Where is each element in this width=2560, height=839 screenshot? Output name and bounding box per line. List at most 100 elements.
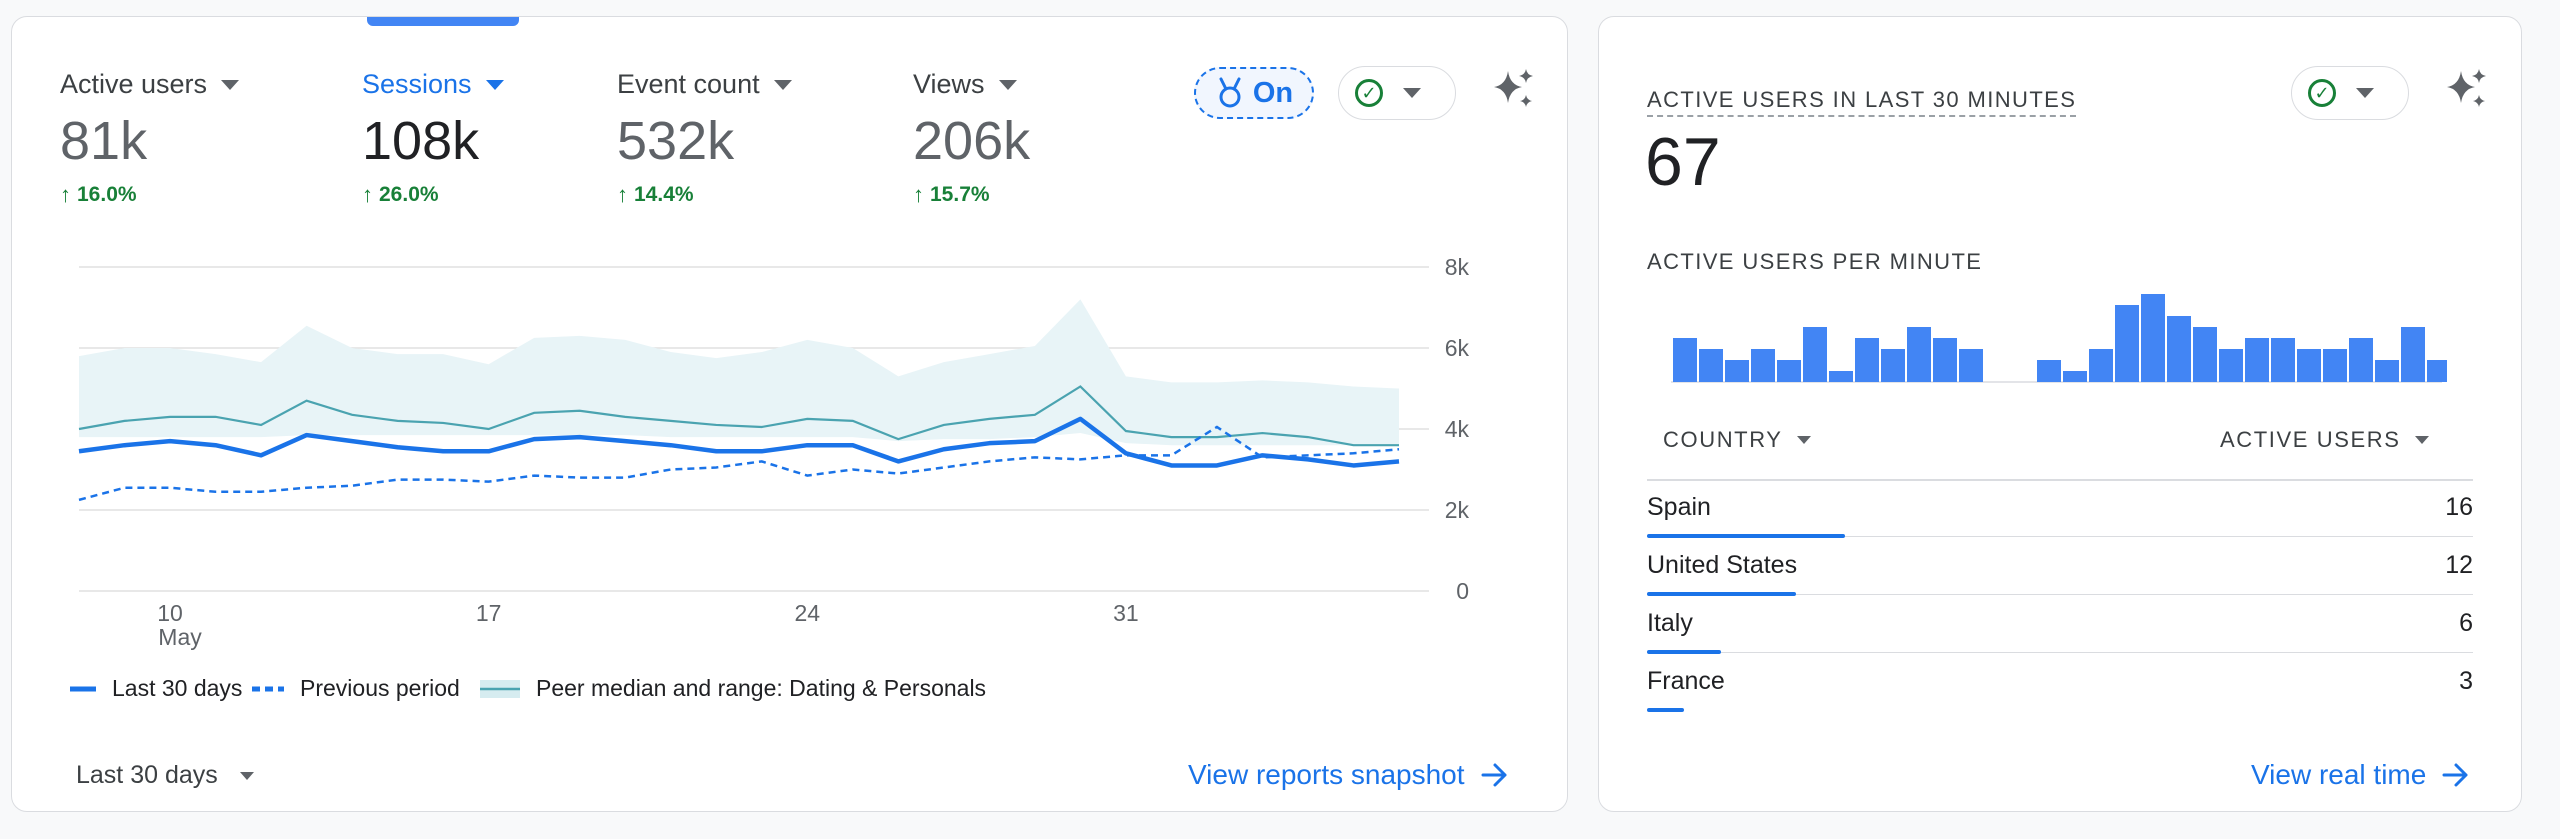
country-name: France <box>1647 667 1725 695</box>
check-circle-icon: ✓ <box>2308 79 2336 107</box>
minute-bar[interactable] <box>2375 360 2399 382</box>
caret-down-icon <box>1403 88 1421 98</box>
caret-down-icon <box>485 79 504 90</box>
minute-bar[interactable] <box>2401 327 2425 382</box>
legend-dashed-line-icon <box>252 686 284 691</box>
arrow-up-icon: ↑ <box>362 182 373 207</box>
x-tick-label: 31 <box>1113 600 1139 626</box>
minute-bar[interactable] <box>2167 316 2191 382</box>
minute-bar[interactable] <box>2193 327 2217 382</box>
legend-solid-line-icon <box>70 686 96 691</box>
minute-bar[interactable] <box>2245 338 2269 382</box>
x-tick-month-label: May <box>158 624 202 650</box>
caret-down-icon <box>2414 436 2429 444</box>
table-row[interactable]: France 3 <box>1647 653 2473 712</box>
legend-peer-range: Peer median and range: Dating & Personal… <box>480 675 986 702</box>
country-name: Italy <box>1647 609 1693 637</box>
share-bar <box>1647 534 1846 538</box>
table-row[interactable]: United States 12 <box>1647 537 2473 596</box>
table-row[interactable]: Italy 6 <box>1647 595 2473 654</box>
arrow-up-icon: ↑ <box>617 182 628 207</box>
table-row[interactable]: Spain 16 <box>1647 479 2473 538</box>
legend-label: Last 30 days <box>112 675 243 701</box>
minute-bar[interactable] <box>1699 349 1723 382</box>
per-minute-bar-chart <box>1671 294 2447 383</box>
minute-bar[interactable] <box>2141 294 2165 382</box>
check-circle-icon: ✓ <box>1355 79 1383 107</box>
award-icon <box>1219 77 1241 108</box>
benchmark-chip-label: On <box>1252 76 1294 109</box>
minute-bar[interactable] <box>1803 327 1827 382</box>
peer-range-band <box>79 299 1399 446</box>
caret-down-icon <box>239 771 254 780</box>
metric-change: ↑ 26.0% <box>362 182 504 208</box>
metric-change-value: 15.7% <box>930 183 990 206</box>
minute-bar[interactable] <box>1673 338 1697 382</box>
link-label: View reports snapshot <box>1188 759 1465 790</box>
legend-label: Previous period <box>300 675 460 701</box>
metric-views[interactable]: Views 206k ↑ 15.7% <box>913 69 1030 208</box>
country-name: United States <box>1647 551 1798 579</box>
minute-bar[interactable] <box>2037 360 2061 382</box>
insights-sparkle-icon[interactable] <box>1490 67 1536 113</box>
date-range-selector[interactable]: Last 30 days <box>76 761 254 790</box>
minute-bar[interactable] <box>2427 360 2447 382</box>
metric-sessions[interactable]: Sessions 108k ↑ 26.0% <box>362 69 504 208</box>
minute-bar[interactable] <box>1777 360 1801 382</box>
minute-bar[interactable] <box>2349 338 2373 382</box>
metric-change: ↑ 16.0% <box>60 182 239 208</box>
benchmark-toggle-chip[interactable]: On <box>1194 67 1314 119</box>
y-tick-label: 2k <box>1445 497 1470 523</box>
minute-bar[interactable] <box>1881 349 1905 382</box>
realtime-title[interactable]: ACTIVE USERS IN LAST 30 MINUTES <box>1647 87 2077 117</box>
caret-down-icon <box>1796 436 1811 444</box>
minute-bar[interactable] <box>2115 305 2139 382</box>
y-tick-label: 8k <box>1445 254 1470 280</box>
arrow-right-icon <box>2442 763 2468 787</box>
view-reports-snapshot-link[interactable]: View reports snapshot <box>1188 759 1509 791</box>
minute-bar[interactable] <box>2271 338 2295 382</box>
link-label: View real time <box>2251 759 2427 790</box>
per-minute-title: ACTIVE USERS PER MINUTE <box>1647 249 1983 274</box>
x-tick-label: 24 <box>794 600 820 626</box>
country-active-users: 16 <box>2445 493 2473 521</box>
realtime-card: ACTIVE USERS IN LAST 30 MINUTES 67 ✓ ACT… <box>1598 16 2522 812</box>
minute-bar[interactable] <box>1751 349 1775 382</box>
view-real-time-link[interactable]: View real time <box>2251 759 2470 791</box>
column-header-country[interactable]: COUNTRY <box>1663 427 1811 453</box>
row-divider <box>1647 535 2473 537</box>
metric-value: 108k <box>362 111 480 171</box>
metric-active-users[interactable]: Active users 81k ↑ 16.0% <box>60 69 240 208</box>
minute-bar[interactable] <box>2323 349 2347 382</box>
minute-bar[interactable] <box>1933 338 1957 382</box>
column-header-active-users[interactable]: ACTIVE USERS <box>2220 427 2429 453</box>
metric-change: ↑ 14.4% <box>617 182 792 208</box>
metric-event-count[interactable]: Event count 532k ↑ 14.4% <box>617 69 792 208</box>
minute-bar[interactable] <box>1907 327 1931 382</box>
country-active-users: 6 <box>2459 609 2473 637</box>
metric-label: Event count <box>617 69 760 99</box>
realtime-active-count: 67 <box>1645 124 1721 200</box>
caret-down-icon <box>221 79 240 90</box>
row-divider <box>1647 651 2473 653</box>
legend-label: Peer median and range: Dating & Personal… <box>536 675 987 701</box>
minute-bar[interactable] <box>2297 349 2321 382</box>
data-quality-chip[interactable]: ✓ <box>1338 66 1456 120</box>
insights-sparkle-icon[interactable] <box>2443 67 2489 113</box>
data-quality-chip[interactable]: ✓ <box>2291 66 2409 120</box>
minute-bar[interactable] <box>2063 371 2087 382</box>
minute-bar[interactable] <box>1855 338 1879 382</box>
metric-label: Sessions <box>362 69 472 99</box>
date-range-label: Last 30 days <box>76 761 218 789</box>
minute-bar[interactable] <box>1959 349 1983 382</box>
previous-period-line <box>78 425 1400 502</box>
minute-bar[interactable] <box>2219 349 2243 382</box>
minute-bar[interactable] <box>1725 360 1749 382</box>
metric-change-value: 14.4% <box>634 183 694 206</box>
metric-change-value: 16.0% <box>77 183 137 206</box>
x-tick-label: 10 <box>157 600 183 626</box>
share-bar <box>1647 708 1685 712</box>
minute-bar[interactable] <box>1829 371 1853 382</box>
metric-change-value: 26.0% <box>379 183 439 206</box>
minute-bar[interactable] <box>2089 349 2113 382</box>
